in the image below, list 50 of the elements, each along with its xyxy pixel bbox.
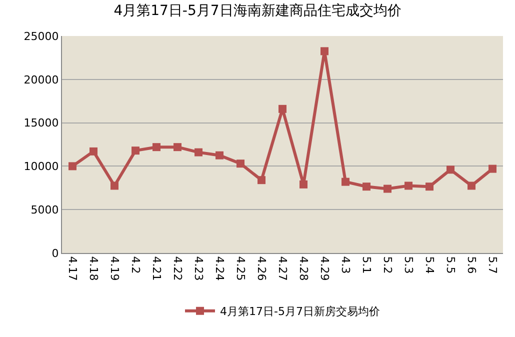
x-tick-label: 4.2 [128,256,142,274]
point [152,143,160,152]
x-tick-label: 5.2 [380,256,394,274]
point [68,162,76,170]
x-tick-label: 4.22 [170,256,184,281]
y-tick-label: 25000 [24,30,59,43]
point [236,160,244,168]
point [194,148,202,156]
x-tick-label: 5.6 [464,256,478,274]
y-tick-label: 0 [52,246,59,260]
point [446,166,454,174]
point [488,164,496,173]
point [320,47,328,56]
x-tick-label: 4.17 [66,256,79,281]
x-tick-label: 4.25 [234,256,247,281]
point [110,182,118,190]
x-tick-label: 4.27 [276,256,289,281]
x-tick-label: 5.4 [422,256,436,274]
point [90,147,98,156]
x-tick-label: 4.29 [318,256,331,281]
x-tick-label: 4.23 [192,256,205,281]
point [174,143,182,152]
point [468,182,476,190]
point [278,104,286,113]
y-tick-label: 10000 [24,160,59,174]
x-tick-label: 4.3 [338,256,352,274]
x-tick-label: 5.7 [486,256,499,274]
chart-title: 4月第17日-5月7日海南新建商品住宅成交均价 [114,2,402,19]
x-tick-label: 5.5 [444,256,457,274]
point [404,182,412,190]
y-tick-label: 5000 [30,203,59,216]
x-tick-label: 4.26 [254,256,268,281]
x-tick-label: 4.24 [212,256,226,281]
y-tick-label: 20000 [24,73,59,86]
point [258,176,266,184]
point [132,146,140,155]
point [362,182,370,191]
x-tick-label: 4.19 [108,256,121,281]
point [384,184,392,193]
x-tick-label: 5.1 [360,256,373,274]
y-tick-label: 15000 [24,116,59,130]
x-tick-label: 5.3 [402,256,415,274]
point [426,182,434,191]
point [216,151,224,160]
x-tick-label: 4.21 [150,256,163,281]
x-tick-label: 4.18 [86,256,100,281]
point [300,180,308,188]
legend-label: 4月第17日-5月7日新房交易均价 [220,305,380,318]
x-tick-label: 4.28 [296,256,310,281]
point [342,178,350,186]
